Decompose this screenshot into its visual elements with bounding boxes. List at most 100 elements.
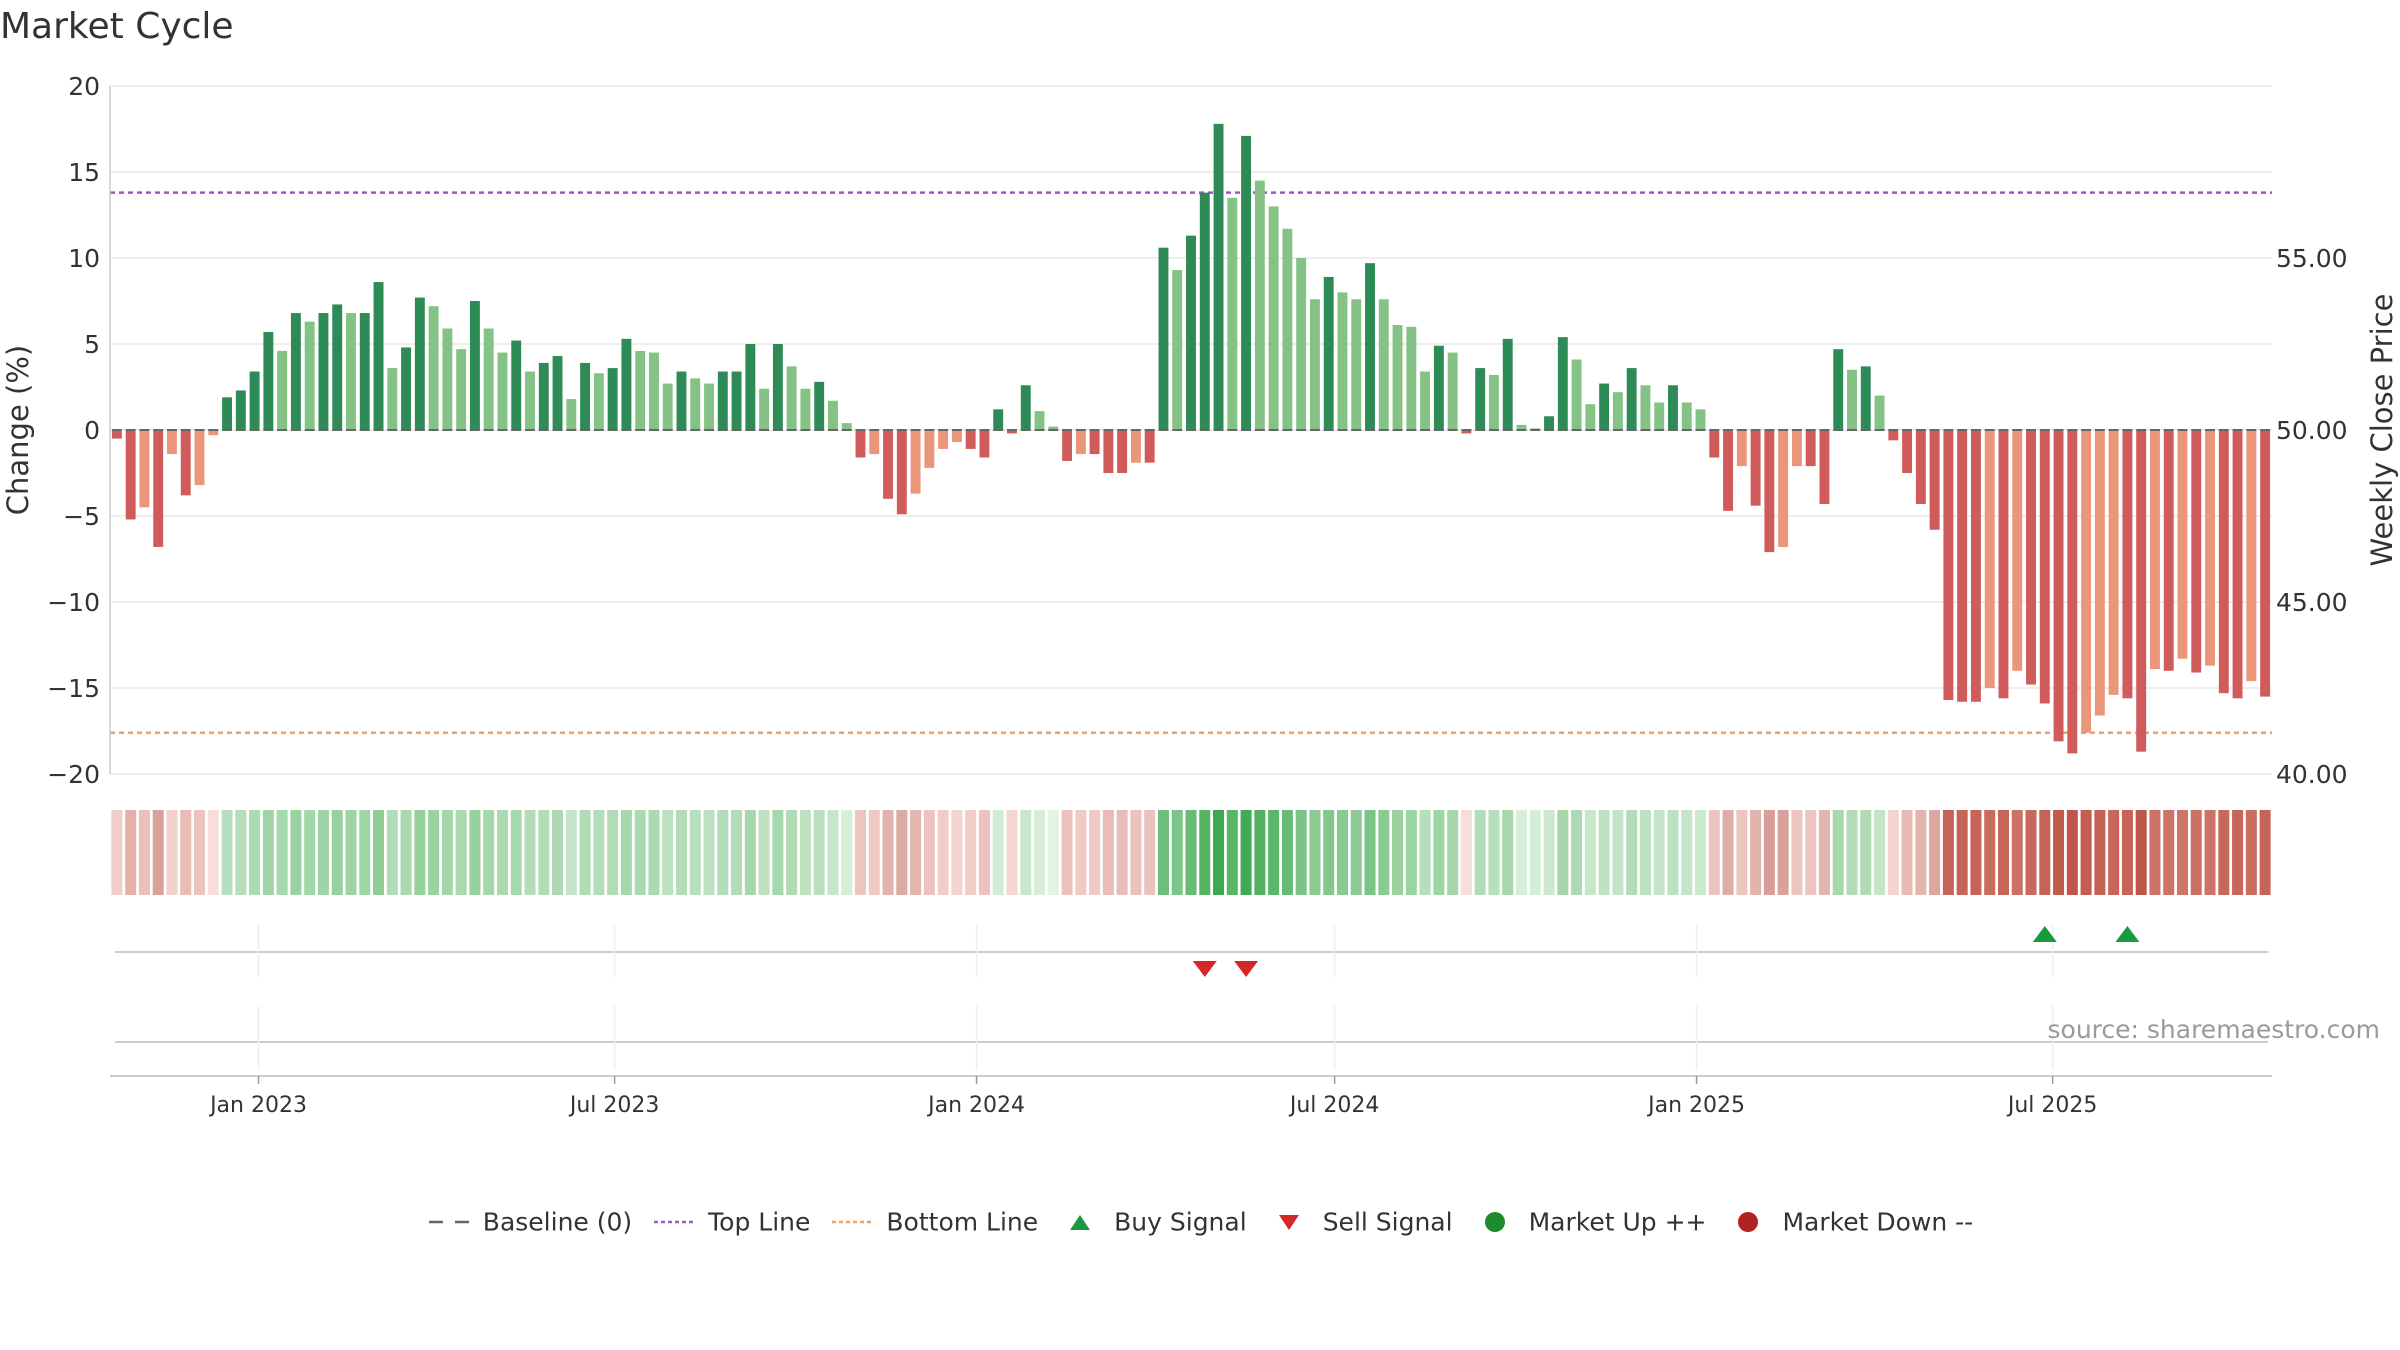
heat-cell — [538, 810, 550, 895]
heat-cell — [2108, 810, 2120, 895]
heat-cell — [1777, 810, 1789, 895]
heat-cell — [1336, 810, 1348, 895]
heat-cell — [1543, 810, 1555, 895]
heat-cell — [813, 810, 825, 895]
heat-cell — [469, 810, 481, 895]
heat-cell — [1887, 810, 1899, 895]
axes: 20 15 10 5 0 −10 −5 −15 −20 55.00 50.00 45.00 40.00 C… — [1, 72, 2399, 1118]
heat-cell — [552, 810, 564, 895]
y2-tick-label: 50.00 — [2276, 416, 2348, 445]
change-bar — [1475, 368, 1486, 430]
change-bar — [139, 430, 150, 508]
change-bar — [414, 297, 425, 430]
heat-cell — [854, 810, 867, 895]
change-bar — [1062, 430, 1073, 461]
change-bar — [1488, 374, 1499, 430]
heat-cell — [1681, 810, 1693, 895]
change-bar — [373, 282, 384, 430]
legend-label: Top Line — [708, 1207, 811, 1237]
y-tick-label: −10 — [47, 588, 100, 617]
y-tick-label: −20 — [47, 760, 100, 789]
heat-cell — [1171, 810, 1183, 895]
heat-cell — [758, 810, 770, 895]
heat-cell — [2190, 810, 2202, 895]
change-bar — [1957, 430, 1968, 702]
change-bar — [786, 366, 797, 430]
change-bar — [1186, 235, 1196, 430]
legend-symbol-dash — [428, 1220, 469, 1223]
heat-cell — [1474, 810, 1486, 895]
legend-symbol-circle — [1738, 1211, 1759, 1232]
heat-cell — [2218, 810, 2230, 895]
change-bar — [1406, 326, 1417, 430]
change-bar — [910, 430, 921, 494]
heat-cell — [221, 810, 233, 895]
change-bar — [2012, 430, 2023, 671]
heat-cell — [1942, 810, 1954, 895]
heat-cell — [744, 810, 756, 895]
heat-cell — [414, 810, 426, 895]
change-bar — [1557, 337, 1568, 430]
change-bar — [1007, 430, 1017, 434]
change-bar — [2081, 430, 2092, 733]
x-tick-label: Jul 2023 — [568, 1093, 660, 1118]
change-bar — [153, 430, 164, 547]
heat-cell — [2204, 810, 2216, 895]
heat-cell — [786, 810, 798, 895]
change-bar — [1461, 430, 1472, 434]
heat-cell — [607, 810, 619, 895]
change-bar — [648, 352, 659, 430]
heat-cell — [1226, 810, 1238, 895]
heat-cell — [1970, 810, 1982, 895]
heat-cell — [2080, 810, 2092, 895]
heat-cell — [138, 810, 150, 895]
legend: Baseline (0) Top Line Bottom Line Buy Signa… — [0, 1205, 2400, 1236]
heat-cell — [373, 810, 385, 895]
change-bar — [1020, 385, 1031, 430]
heat-cell — [1667, 810, 1679, 895]
change-bar — [2136, 430, 2147, 752]
change-bar — [1736, 430, 1747, 467]
heat-cell — [152, 810, 164, 895]
change-bar — [676, 371, 687, 430]
heat-cell — [2053, 810, 2065, 895]
heat-cell — [1323, 810, 1335, 895]
change-bar — [1599, 383, 1610, 430]
heat-cell — [1818, 810, 1830, 895]
heat-cell — [1791, 810, 1803, 895]
change-bar — [263, 331, 274, 430]
change-bar — [1970, 430, 1981, 702]
change-bar — [483, 328, 494, 430]
change-bar — [1571, 359, 1582, 430]
heat-cell — [2163, 810, 2175, 895]
change-bar — [304, 321, 315, 430]
change-bar — [1241, 135, 1252, 430]
heat-cell — [262, 810, 274, 895]
heat-cell — [1488, 810, 1500, 895]
change-bar — [1378, 299, 1389, 430]
change-bar — [1626, 368, 1637, 430]
heat-cell — [166, 810, 178, 895]
heat-cell — [496, 810, 508, 895]
heat-cell — [510, 810, 522, 895]
change-bars — [111, 123, 2271, 754]
change-bar — [1612, 392, 1623, 430]
change-bar — [979, 430, 990, 458]
change-bar — [869, 430, 880, 455]
heat-cell — [978, 810, 990, 895]
legend-item: Baseline (0) — [427, 1206, 632, 1236]
change-bar — [208, 430, 219, 436]
heat-cell — [675, 810, 687, 895]
change-bar — [621, 338, 632, 430]
heat-cell — [1392, 810, 1404, 895]
heat-cell — [634, 810, 646, 895]
change-bar — [1089, 430, 1100, 455]
change-bar — [2067, 430, 2078, 754]
heat-cell — [1089, 810, 1101, 895]
change-bar — [1254, 180, 1265, 430]
change-bar — [1351, 299, 1362, 430]
heat-cell — [703, 810, 715, 895]
x-tick-label: Jan 2024 — [926, 1093, 1025, 1118]
heat-cell — [2039, 810, 2051, 895]
heat-cell — [799, 810, 811, 895]
